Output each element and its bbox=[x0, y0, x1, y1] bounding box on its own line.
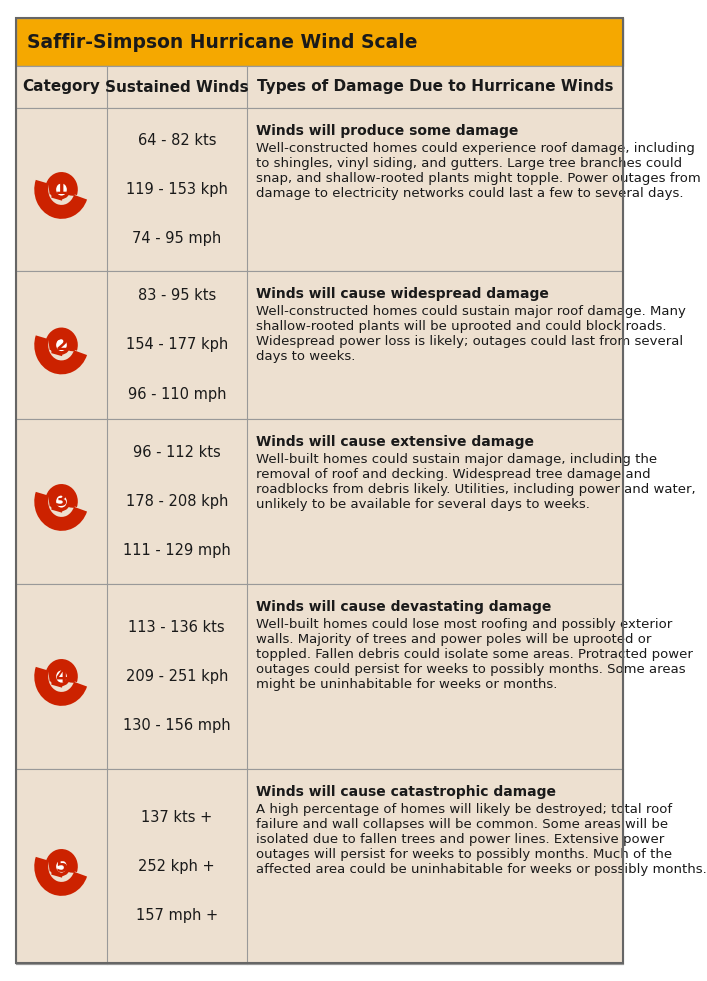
Bar bbox=[16, 769, 623, 964]
Text: Sustained Winds: Sustained Winds bbox=[105, 79, 249, 94]
Text: 2: 2 bbox=[55, 336, 68, 354]
Circle shape bbox=[54, 493, 69, 509]
Text: Well-constructed homes could experience roof damage, including to shingles, viny: Well-constructed homes could experience … bbox=[256, 142, 701, 200]
Text: Winds will cause widespread damage: Winds will cause widespread damage bbox=[256, 287, 549, 301]
Bar bbox=[16, 584, 623, 769]
Text: 113 - 136 kts

209 - 251 kph

130 - 156 mph: 113 - 136 kts 209 - 251 kph 130 - 156 mp… bbox=[123, 620, 230, 733]
Bar bbox=[16, 419, 623, 584]
Text: Winds will produce some damage: Winds will produce some damage bbox=[256, 124, 518, 138]
Text: Winds will cause catastrophic damage: Winds will cause catastrophic damage bbox=[256, 785, 556, 799]
Bar bbox=[16, 271, 623, 419]
Text: A high percentage of homes will likely be destroyed; total roof failure and wall: A high percentage of homes will likely b… bbox=[256, 803, 706, 876]
Text: 64 - 82 kts

119 - 153 kph

74 - 95 mph: 64 - 82 kts 119 - 153 kph 74 - 95 mph bbox=[126, 132, 228, 246]
Circle shape bbox=[54, 858, 69, 874]
Bar bbox=[16, 66, 623, 108]
Text: Winds will cause devastating damage: Winds will cause devastating damage bbox=[256, 600, 551, 614]
Text: 4: 4 bbox=[55, 667, 68, 686]
Text: Types of Damage Due to Hurricane Winds: Types of Damage Due to Hurricane Winds bbox=[257, 79, 613, 94]
Text: 5: 5 bbox=[55, 857, 68, 875]
Text: 83 - 95 kts

154 - 177 kph

96 - 110 mph: 83 - 95 kts 154 - 177 kph 96 - 110 mph bbox=[126, 288, 228, 401]
Text: 3: 3 bbox=[55, 492, 68, 510]
Text: Well-built homes could lose most roofing and possibly exterior walls. Majority o: Well-built homes could lose most roofing… bbox=[256, 618, 693, 691]
Bar bbox=[16, 18, 623, 66]
Text: 96 - 112 kts

178 - 208 kph

111 - 129 mph: 96 - 112 kts 178 - 208 kph 111 - 129 mph bbox=[123, 444, 230, 558]
Text: Saffir-Simpson Hurricane Wind Scale: Saffir-Simpson Hurricane Wind Scale bbox=[27, 32, 418, 51]
Text: Well-constructed homes could sustain major roof damage. Many shallow-rooted plan: Well-constructed homes could sustain maj… bbox=[256, 305, 686, 363]
Text: Well-built homes could sustain major damage, including the removal of roof and d: Well-built homes could sustain major dam… bbox=[256, 453, 696, 511]
Text: 137 kts +

252 kph +

157 mph +: 137 kts + 252 kph + 157 mph + bbox=[136, 809, 218, 923]
Bar bbox=[16, 108, 623, 271]
Text: Winds will cause extensive damage: Winds will cause extensive damage bbox=[256, 435, 534, 449]
Text: Category: Category bbox=[23, 79, 100, 94]
Circle shape bbox=[54, 669, 69, 685]
Text: 1: 1 bbox=[55, 181, 68, 198]
Circle shape bbox=[54, 181, 69, 197]
Circle shape bbox=[54, 337, 69, 353]
